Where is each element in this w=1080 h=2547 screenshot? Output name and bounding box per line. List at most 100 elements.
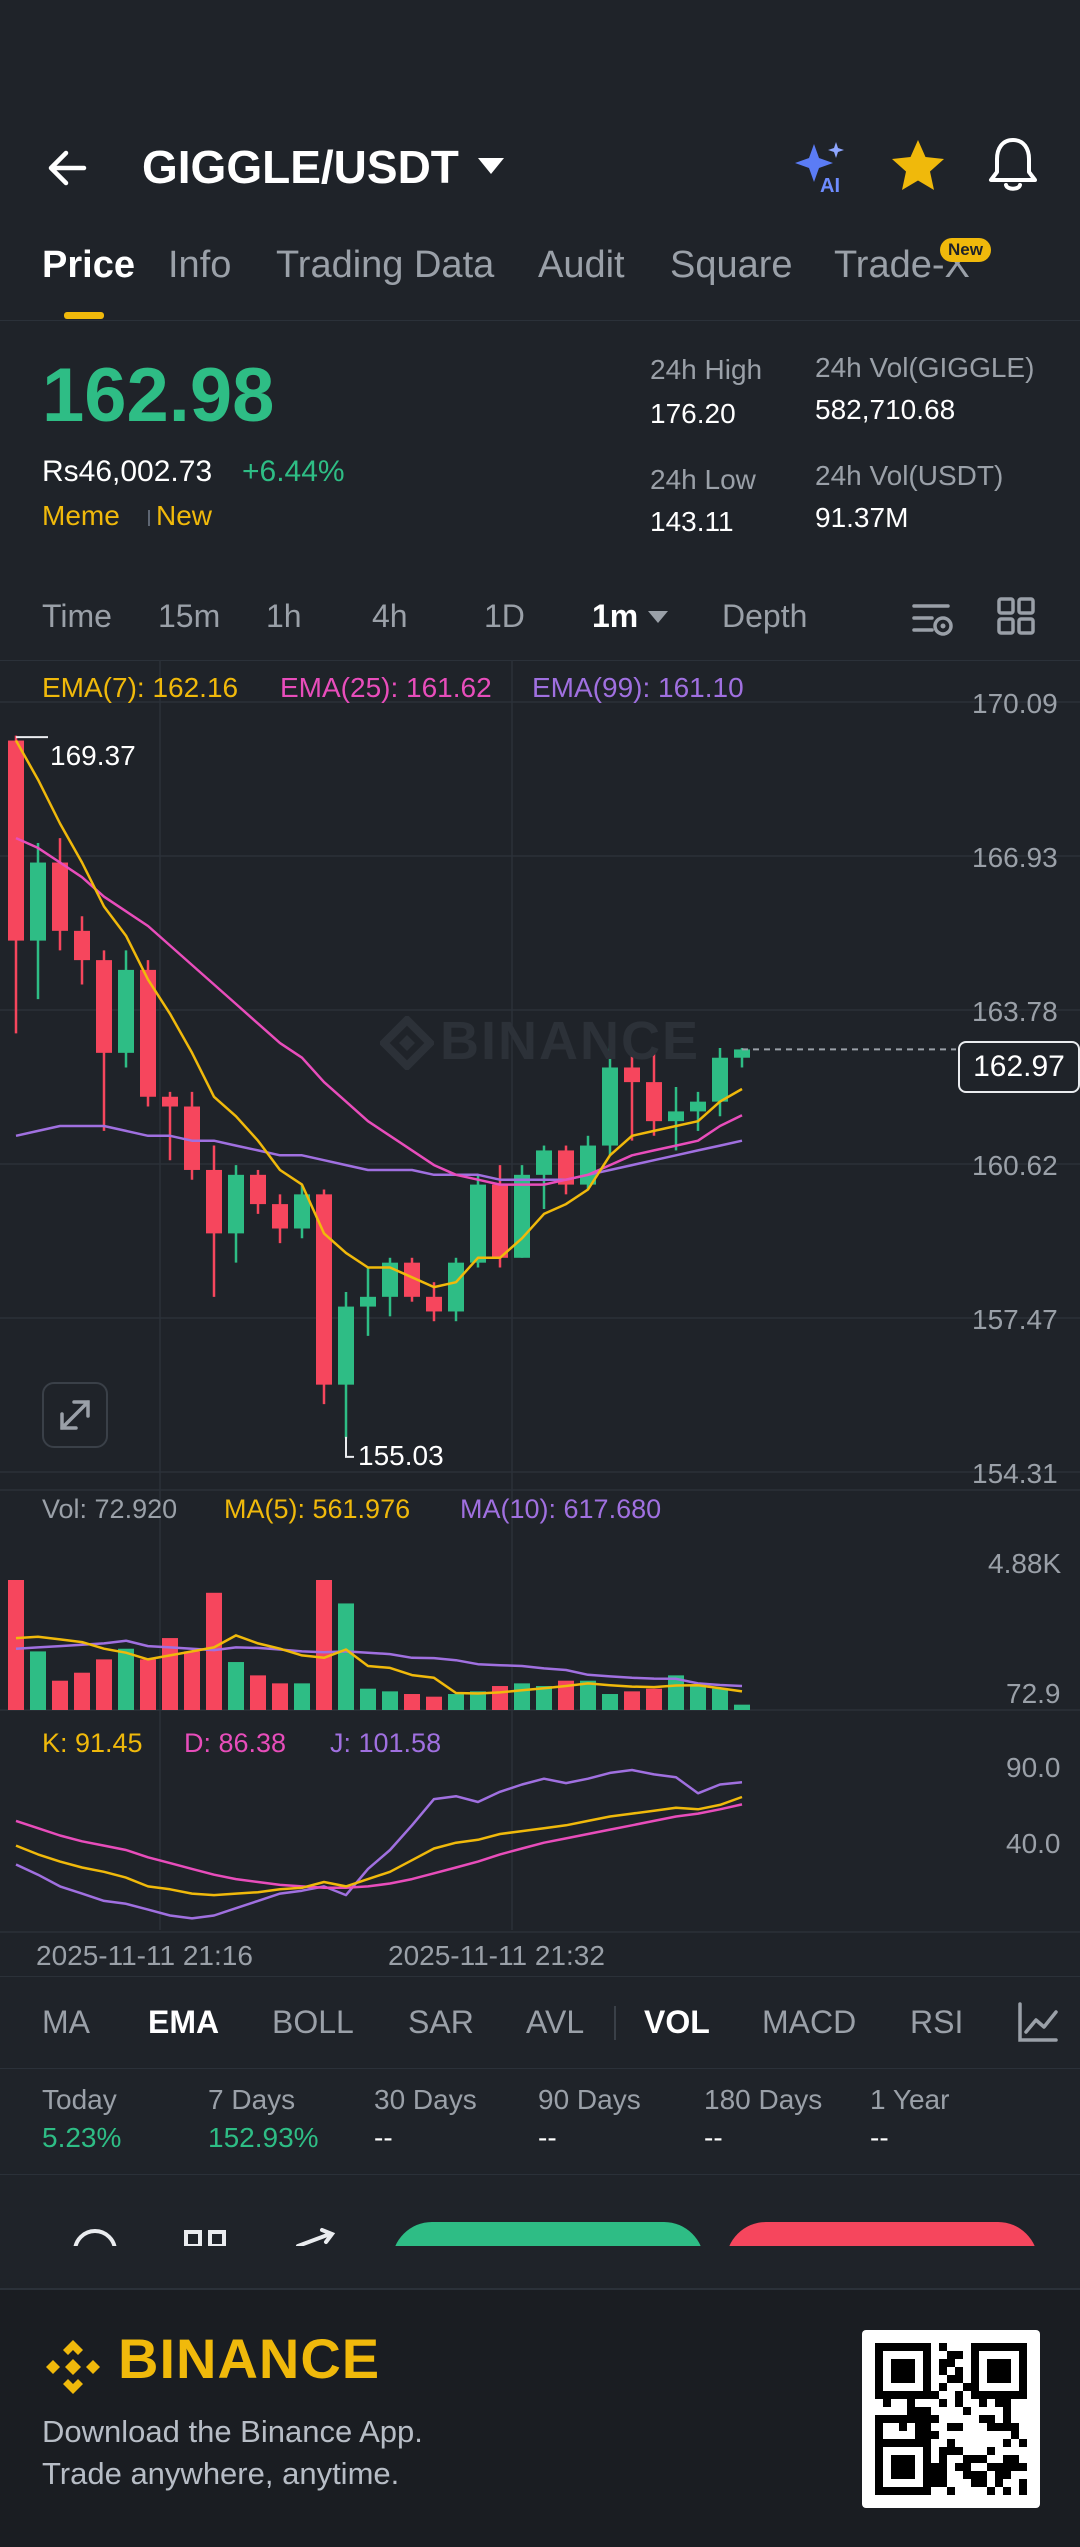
qr-code	[862, 2330, 1040, 2508]
price-change-percent: +6.44%	[242, 455, 345, 488]
qr-module	[931, 2471, 939, 2479]
indicator-macd[interactable]: MACD	[762, 2004, 857, 2040]
back-arrow-icon[interactable]	[40, 140, 96, 196]
volume-bar	[558, 1680, 574, 1710]
candle-body	[250, 1174, 266, 1205]
qr-module	[1019, 2439, 1027, 2447]
volume-bar	[536, 1686, 552, 1710]
indicator-ema[interactable]: EMA	[148, 2004, 220, 2040]
favorite-star-icon[interactable]	[888, 136, 948, 196]
qr-module	[947, 2375, 955, 2383]
indicator-vol[interactable]: VOL	[644, 2004, 710, 2040]
tab-square[interactable]: Square	[670, 244, 793, 286]
tag-meme[interactable]: Meme	[42, 500, 120, 531]
current-price-marker[interactable]: 162.97	[958, 1041, 1080, 1093]
qr-module	[915, 2415, 923, 2423]
ai-sparkle-icon[interactable]: AI	[792, 138, 850, 196]
volume-bar	[426, 1696, 442, 1710]
indicator-sar[interactable]: SAR	[408, 2004, 474, 2040]
perf-180d-value: --	[704, 2122, 723, 2153]
tab-info[interactable]: Info	[168, 244, 232, 286]
indicator-avl[interactable]: AVL	[526, 2004, 585, 2040]
kdj-axis-label: 40.0	[1006, 1828, 1061, 1859]
qr-module	[955, 2391, 963, 2399]
candle-body	[470, 1184, 486, 1263]
pair-dropdown-icon[interactable]	[478, 158, 504, 174]
indicator-settings-icon[interactable]	[1016, 2000, 1060, 2044]
qr-module	[947, 2351, 955, 2359]
candle-body	[74, 930, 90, 961]
tag-new[interactable]: New	[156, 500, 213, 531]
sell-button[interactable]	[726, 2222, 1038, 2246]
timeframe-1m[interactable]: 1m	[592, 598, 639, 634]
qr-module	[923, 2423, 931, 2431]
candle-body	[602, 1067, 618, 1146]
tab-audit[interactable]: Audit	[538, 244, 625, 286]
fiat-price: Rs46,002.73	[42, 455, 213, 488]
candle-body	[404, 1262, 420, 1297]
pair-title[interactable]: GIGGLE/USDT	[142, 141, 459, 193]
timeframe-time[interactable]: Time	[42, 598, 112, 634]
timeframe-depth[interactable]: Depth	[722, 598, 808, 634]
expand-chart-icon[interactable]	[42, 1382, 108, 1448]
bottom-action-bar	[0, 2176, 1080, 2246]
trade-arrows-icon[interactable]	[290, 2226, 340, 2246]
candle-body	[140, 969, 156, 1097]
perf-1y-label: 1 Year	[870, 2084, 950, 2115]
volume-bar	[272, 1683, 288, 1710]
qr-module	[955, 2447, 963, 2455]
qr-module	[931, 2463, 939, 2471]
qr-module	[875, 2415, 883, 2423]
qr-module	[899, 2423, 907, 2431]
volume-bar	[184, 1651, 200, 1710]
timeframe-dropdown-icon[interactable]	[648, 611, 668, 623]
stat-24h-vol-base-label: 24h Vol(GIGGLE)	[815, 352, 1035, 383]
qr-module	[947, 2447, 955, 2455]
indicator-rsi[interactable]: RSI	[910, 2004, 964, 2040]
qr-module	[979, 2471, 987, 2479]
legend-ma5: MA(5): 561.976	[224, 1494, 411, 1524]
candle-body	[96, 960, 112, 1053]
volume-bar	[74, 1672, 90, 1710]
volume-bar	[690, 1686, 706, 1710]
timeframe-1d[interactable]: 1D	[484, 598, 525, 634]
timeframe-1h[interactable]: 1h	[266, 598, 302, 634]
candle-body	[426, 1296, 442, 1312]
legend-volume: Vol: 72.920	[42, 1494, 178, 1524]
qr-module	[1003, 2399, 1011, 2407]
kdj-j-line	[15, 1768, 743, 1920]
qr-module	[955, 2423, 963, 2431]
qr-module	[971, 2479, 979, 2487]
volume-bar	[448, 1694, 464, 1710]
qr-module	[915, 2431, 923, 2439]
volume-bar	[316, 1580, 332, 1710]
tab-price[interactable]: Price	[42, 244, 135, 286]
perf-180d-label: 180 Days	[704, 2084, 823, 2115]
qr-module	[1003, 2463, 1011, 2471]
legend-k: K: 91.45	[42, 1728, 143, 1758]
grid-menu-icon[interactable]	[180, 2226, 230, 2246]
more-icon[interactable]	[70, 2226, 120, 2246]
stat-24h-vol-quote-label: 24h Vol(USDT)	[815, 460, 1004, 491]
buy-button[interactable]	[392, 2222, 704, 2246]
candle-body	[514, 1174, 530, 1258]
qr-module	[963, 2407, 971, 2415]
qr-module	[963, 2471, 971, 2479]
layout-grid-icon[interactable]	[996, 596, 1036, 636]
volume-bar	[360, 1688, 376, 1710]
timeframe-15m[interactable]: 15m	[158, 598, 221, 634]
chart-settings-icon[interactable]	[910, 596, 954, 640]
candlestick-chart[interactable]	[0, 660, 1080, 1976]
ma5-line	[15, 1634, 743, 1695]
bell-icon[interactable]	[984, 134, 1042, 196]
qr-module	[987, 2463, 995, 2471]
tab-trading-data[interactable]: Trading Data	[276, 244, 495, 286]
indicator-boll[interactable]: BOLL	[272, 2004, 354, 2040]
kdj-d-line	[15, 1803, 743, 1890]
qr-module	[979, 2415, 987, 2423]
legend-ma10: MA(10): 617.680	[460, 1494, 662, 1524]
timeframe-4h[interactable]: 4h	[372, 598, 408, 634]
indicator-ma[interactable]: MA	[42, 2004, 90, 2040]
qr-module	[979, 2399, 987, 2407]
qr-module	[891, 2415, 899, 2423]
